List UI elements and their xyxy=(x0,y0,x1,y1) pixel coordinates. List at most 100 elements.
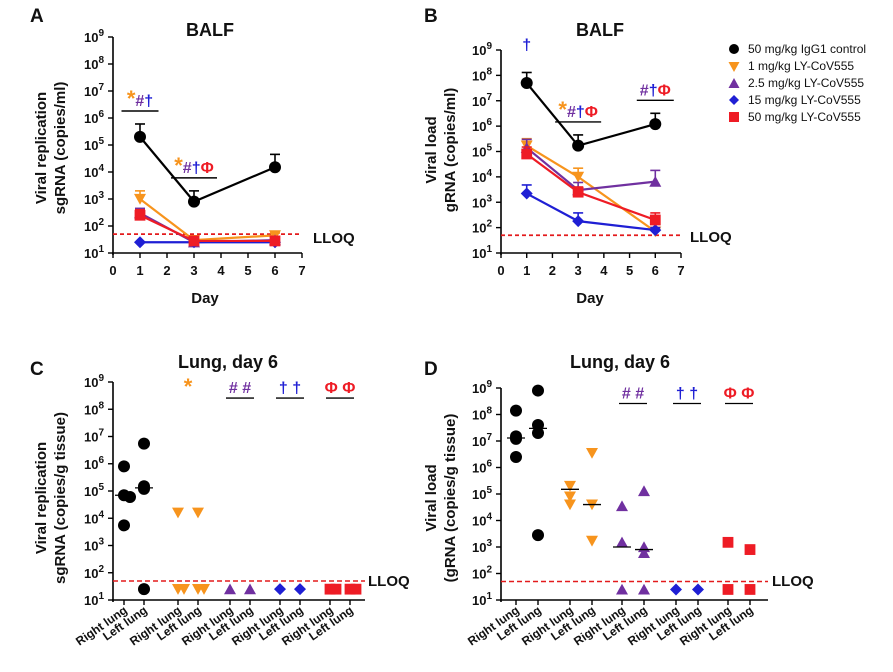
panel-c-y-tick-exponent: 4 xyxy=(98,509,104,520)
panel-b-y-tick-label: 104 xyxy=(472,168,492,185)
panel-c-d1-left-point xyxy=(192,507,204,519)
panel-b-x-tick-label: 4 xyxy=(600,263,608,278)
panel-a-significance-mark: * xyxy=(127,86,136,111)
panel-d-d1-right-point xyxy=(564,480,576,492)
panel-a-d50-point xyxy=(269,235,281,247)
panel-c-control-right-point xyxy=(118,519,130,532)
panel-a-control-point xyxy=(269,161,281,174)
panel-d-y-tick-label: 108 xyxy=(472,406,492,423)
legend-label-control: 50 mg/kg IgG1 control xyxy=(748,42,866,56)
panel-c-d1-right-point xyxy=(172,507,184,519)
panel-a-x-tick-label: 2 xyxy=(163,263,170,278)
panel-d-d50-left-point xyxy=(744,544,756,555)
panel-c-y-tick-exponent: 2 xyxy=(98,564,104,575)
panel-d-y-tick-exponent: 1 xyxy=(486,591,492,602)
panel-d-significance: † † xyxy=(676,386,698,403)
panel-a-y-tick-label: 102 xyxy=(84,217,104,234)
panel-c-ylabel-line1: Viral replication xyxy=(33,442,50,554)
panel-a-y-tick-label: 109 xyxy=(84,28,104,45)
panel-a-y-tick-base: 10 xyxy=(84,30,98,45)
panel-c-y-tick-label: 104 xyxy=(84,509,104,526)
legend-label-d2_5: 2.5 mg/kg LY-CoV555 xyxy=(748,76,864,90)
panel-b-ylabel-line2: gRNA (copies/ml) xyxy=(442,88,459,212)
panel-b-d1-point xyxy=(572,171,585,183)
panel-c-y-tick-label: 103 xyxy=(84,537,104,554)
panel-c-y-tick-exponent: 5 xyxy=(98,482,104,493)
panel-a-y-tick-base: 10 xyxy=(84,219,98,234)
panel-b-y-tick-exponent: 8 xyxy=(486,66,492,77)
panel-c-y-tick-base: 10 xyxy=(84,593,98,608)
panel-d-control-right-point xyxy=(510,404,522,417)
panel-a-y-tick-exponent: 9 xyxy=(98,28,104,39)
panel-c-d50-right-point xyxy=(324,583,336,595)
panel-b-control-point xyxy=(520,77,533,90)
panel-b-y-tick-exponent: 6 xyxy=(486,117,492,128)
panel-d-y-tick-base: 10 xyxy=(472,381,486,396)
panel-c-significance-mark: † † xyxy=(279,380,301,397)
panel-c-y-tick-exponent: 6 xyxy=(98,455,104,466)
legend-marker-control xyxy=(729,44,739,54)
panel-c-d2_5-left-point xyxy=(244,583,256,595)
panel-b-control-point xyxy=(572,139,585,152)
panel-d-d2_5-left-point xyxy=(638,547,650,558)
panel-b-x-tick-label: 5 xyxy=(626,263,633,278)
panel-b-significance: #†Φ xyxy=(640,82,671,99)
panel-c-y-tick-exponent: 9 xyxy=(98,373,104,384)
panel-b-y-tick-label: 108 xyxy=(472,66,492,83)
panel-d-y-tick-label: 103 xyxy=(472,538,492,555)
panel-a-y-tick-exponent: 7 xyxy=(98,82,104,93)
panel-d-lloq-label: LLOQ xyxy=(772,573,814,590)
panel-a-xlabel: Day xyxy=(191,290,219,307)
panel-d-y-tick-base: 10 xyxy=(472,567,486,582)
panel-d-y-tick-base: 10 xyxy=(472,434,486,449)
panel-b-title: BALF xyxy=(576,20,624,40)
panel-b-x-tick-label: 2 xyxy=(549,263,556,278)
panel-b-y-tick-exponent: 2 xyxy=(486,219,492,230)
panel-a-y-tick-base: 10 xyxy=(84,84,98,99)
panel-letter-a: A xyxy=(30,6,44,27)
panel-b-x-tick-label: 3 xyxy=(575,263,582,278)
panel-a-significance-mark: Φ xyxy=(201,160,214,177)
panel-d-y-tick-label: 109 xyxy=(472,379,492,396)
panel-d-y-tick-label: 104 xyxy=(472,512,492,529)
panel-a-y-tick-exponent: 8 xyxy=(98,55,104,66)
panel-c-significance-mark: * xyxy=(184,374,193,399)
panel-c-y-tick-base: 10 xyxy=(84,484,98,499)
panel-b-y-tick-base: 10 xyxy=(472,221,486,236)
panel-b-x-tick-label: 0 xyxy=(497,263,504,278)
panel-d-d2_5-right-point xyxy=(616,500,628,512)
panel-b-y-tick-label: 102 xyxy=(472,219,492,236)
legend-marker-d15 xyxy=(729,95,739,105)
panel-d-d50-left-point xyxy=(744,584,756,595)
panel-d-ylabel-line2: (gRNA (copies/g tissue) xyxy=(442,414,459,583)
panel-c-y-tick-label: 101 xyxy=(84,591,104,608)
panel-d-control-left-point xyxy=(532,529,544,542)
legend: 50 mg/kg IgG1 control 1 mg/kg LY-CoV555 … xyxy=(728,42,866,124)
panel-c-y-tick-label: 107 xyxy=(84,428,104,445)
legend-item-d15: 15 mg/kg LY-CoV555 xyxy=(729,93,861,107)
panel-d-y-tick-exponent: 4 xyxy=(486,512,492,523)
panel-d-significance-mark: # # xyxy=(622,386,644,403)
panel-c-d15-left-point xyxy=(294,583,306,596)
panel-letter-d: D xyxy=(424,359,438,380)
panel-a-ylabel-line2: sgRNA (copies/ml) xyxy=(52,82,69,215)
panel-b-ylabel-line1: Viral load xyxy=(423,116,440,183)
panel-c-y-tick-base: 10 xyxy=(84,566,98,581)
panel-b-y-tick-base: 10 xyxy=(472,94,486,109)
panel-a-d15-point xyxy=(134,236,146,249)
panel-b-significance: *#†Φ xyxy=(558,97,598,122)
panel-d-d50-right-point xyxy=(722,536,734,548)
panel-d-y-tick-label: 102 xyxy=(472,565,492,582)
panel-c-control-right-point xyxy=(124,491,136,504)
panel-b-significance-mark: † xyxy=(522,37,531,54)
panel-b-d15-point xyxy=(649,224,662,237)
panel-c-d2_5-right-point xyxy=(224,583,236,595)
panel-d-significance: # # xyxy=(622,386,644,403)
panel-b-significance: † xyxy=(522,37,531,54)
panel-b-d15-point xyxy=(520,187,533,200)
panel-d-title: Lung, day 6 xyxy=(570,352,670,372)
panel-c-significance-mark: # # xyxy=(229,380,251,397)
panel-c-d50-left-point xyxy=(350,583,362,595)
panel-a-y-tick-label: 103 xyxy=(84,190,104,207)
panel-b-y-tick-label: 106 xyxy=(472,117,492,134)
